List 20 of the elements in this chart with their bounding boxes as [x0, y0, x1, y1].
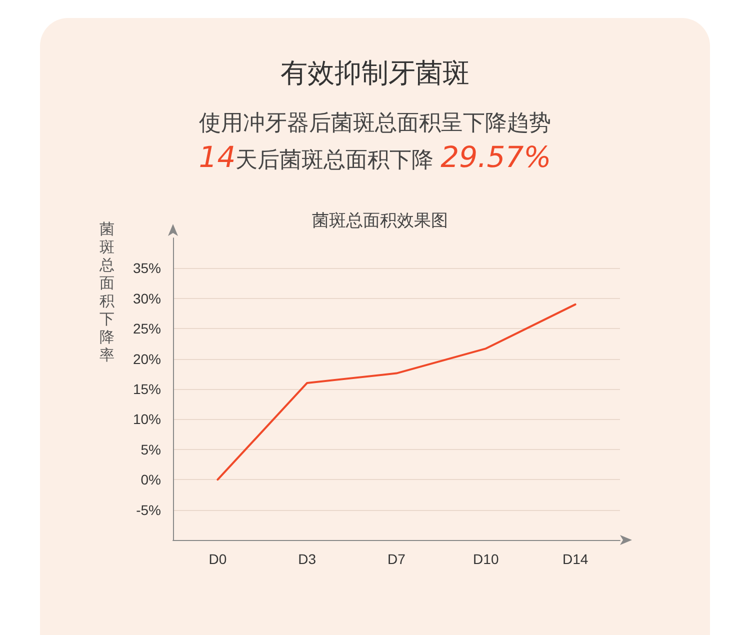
y-tick-label: 5%	[140, 441, 161, 458]
x-tick-label: D10	[473, 551, 499, 567]
y-tick-label: 15%	[132, 381, 161, 397]
y-axis-title: 菌斑总面积下降率	[98, 220, 116, 364]
y-tick-label: 20%	[132, 350, 161, 367]
text: 14天后菌斑总面积下降 29.57%	[198, 140, 552, 174]
chart-subtitle: 使用冲牙器后菌斑总面积呈下降趋势	[198, 110, 552, 138]
y-tick-label: 0%	[140, 472, 161, 488]
x-tick-label: D0	[208, 551, 227, 567]
y-tick-label: 35%	[132, 260, 161, 276]
line-series	[216, 303, 576, 481]
text: 菌斑总面积效果图	[312, 211, 448, 230]
chart-title: 有效抑制牙菌斑	[280, 57, 470, 91]
y-tick-label: 25%	[132, 320, 161, 337]
x-tick-label: D7	[388, 551, 406, 567]
y-tick-label: -5%	[136, 502, 161, 518]
y-tick-label: 10%	[132, 411, 161, 428]
x-tick-label: D14	[562, 551, 588, 567]
x-tick-label: D3	[298, 551, 316, 567]
y-tick-label: 30%	[132, 290, 161, 306]
